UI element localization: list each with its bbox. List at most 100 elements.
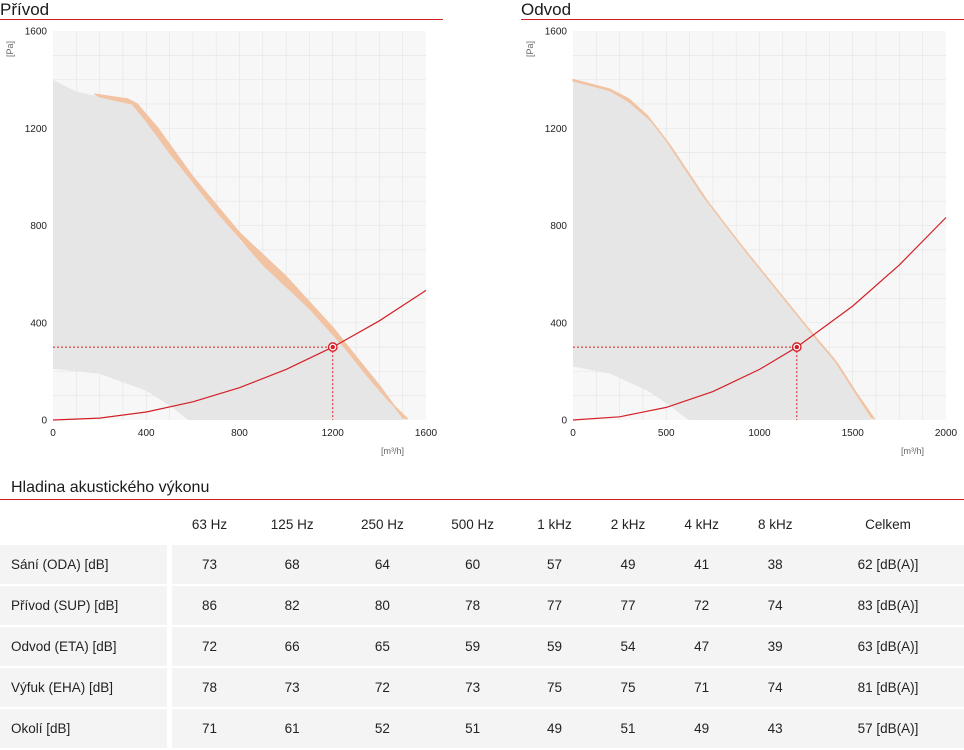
x-tick-label: 0 bbox=[50, 428, 56, 439]
x-axis-unit: [m³/h] bbox=[381, 446, 404, 456]
table-cell: 63 [dB(A)] bbox=[812, 627, 964, 666]
exhaust-chart: 0 500 1000 1500 2000 0 400 800 1200 1600 [Pa] [m³/h… bbox=[525, 27, 958, 457]
table-cell: 83 [dB(A)] bbox=[812, 586, 964, 625]
x-tick-label: 800 bbox=[231, 428, 248, 439]
x-tick-label: 500 bbox=[658, 428, 675, 439]
table-cell: 59 bbox=[517, 627, 592, 666]
table-cell: 74 bbox=[738, 586, 812, 625]
table-cell: 71 bbox=[664, 668, 739, 707]
y-tick-label: 1600 bbox=[545, 27, 568, 38]
row-label: Okolí [dB] bbox=[0, 709, 172, 748]
table-cell: 78 bbox=[172, 668, 248, 707]
column-header: 8 kHz bbox=[757, 516, 793, 532]
table-cell: 41 bbox=[664, 545, 739, 584]
exhaust-chart-title: Odvod bbox=[521, 0, 572, 19]
table-cell: 51 bbox=[427, 709, 518, 748]
table-cell: 64 bbox=[337, 545, 428, 584]
table-cell: 72 bbox=[172, 627, 248, 666]
table-cell: 47 bbox=[664, 627, 739, 666]
column-header: Celkem bbox=[865, 516, 911, 532]
table-cell: 60 bbox=[427, 545, 518, 584]
table-cell: 80 bbox=[337, 586, 428, 625]
y-tick-label: 0 bbox=[561, 416, 567, 427]
operating-area bbox=[573, 79, 872, 420]
fan-curve bbox=[572, 78, 875, 420]
table-cell: 65 bbox=[337, 627, 428, 666]
exhaust-title-rule bbox=[521, 19, 964, 20]
table-cell: 51 bbox=[591, 709, 665, 748]
table-corner bbox=[0, 505, 172, 543]
operating-point-dot bbox=[330, 344, 335, 350]
table-row: Okolí [dB] 71 61 52 51 49 51 49 43 57 [d… bbox=[0, 709, 964, 748]
y-tick-label: 1200 bbox=[25, 124, 48, 135]
x-tick-label: 1200 bbox=[322, 428, 345, 439]
table-cell: 77 bbox=[591, 586, 665, 625]
y-axis-unit: [Pa] bbox=[525, 41, 535, 57]
table-cell: 78 bbox=[427, 586, 518, 625]
table-cell: 86 bbox=[172, 586, 248, 625]
y-tick-label: 0 bbox=[41, 416, 47, 427]
y-tick-label: 800 bbox=[30, 221, 47, 232]
table-cell: 73 bbox=[427, 668, 518, 707]
x-tick-label: 400 bbox=[138, 428, 155, 439]
table-cell: 77 bbox=[517, 586, 592, 625]
y-tick-label: 400 bbox=[30, 318, 47, 329]
table-cell: 75 bbox=[591, 668, 665, 707]
table-cell: 49 bbox=[664, 709, 739, 748]
table-cell: 57 bbox=[517, 545, 592, 584]
row-label: Výfuk (EHA) [dB] bbox=[0, 668, 172, 707]
table-cell: 59 bbox=[427, 627, 518, 666]
table-cell: 49 bbox=[591, 545, 665, 584]
system-curve bbox=[52, 289, 427, 421]
table-cell: 71 bbox=[172, 709, 248, 748]
table-cell: 38 bbox=[738, 545, 812, 584]
system-curve bbox=[572, 217, 947, 421]
table-cell: 73 bbox=[247, 668, 338, 707]
table-row: Odvod (ETA) [dB] 72 66 65 59 59 54 47 39… bbox=[0, 627, 964, 666]
fan-curve bbox=[94, 93, 409, 420]
sound-table-title: Hladina akustického výkonu bbox=[11, 479, 210, 496]
y-tick-label: 800 bbox=[550, 221, 567, 232]
table-cell: 54 bbox=[591, 627, 665, 666]
column-header: 4 kHz bbox=[684, 516, 719, 532]
table-cell: 61 bbox=[247, 709, 338, 748]
y-tick-label: 1200 bbox=[545, 124, 568, 135]
table-cell: 75 bbox=[517, 668, 592, 707]
table-cell: 39 bbox=[738, 627, 812, 666]
sound-power-table: 63 Hz 125 Hz 250 Hz 500 Hz 1 kHz 2 kHz 4… bbox=[0, 503, 964, 750]
table-cell: 43 bbox=[738, 709, 812, 748]
table-cell: 82 bbox=[247, 586, 338, 625]
x-axis-unit: [m³/h] bbox=[901, 446, 924, 456]
column-header: 63 Hz bbox=[191, 516, 228, 532]
row-label: Sání (ODA) [dB] bbox=[0, 545, 172, 584]
table-cell: 52 bbox=[337, 709, 428, 748]
table-cell: 74 bbox=[738, 668, 812, 707]
x-tick-label: 1000 bbox=[748, 428, 771, 439]
x-tick-label: 0 bbox=[570, 428, 576, 439]
supply-chart-title: Přívod bbox=[0, 0, 50, 19]
supply-title-rule bbox=[0, 19, 443, 20]
table-cell: 66 bbox=[247, 627, 338, 666]
column-header: 500 Hz bbox=[451, 516, 494, 532]
x-tick-label: 2000 bbox=[935, 428, 958, 439]
table-header-row: 63 Hz 125 Hz 250 Hz 500 Hz 1 kHz 2 kHz 4… bbox=[0, 505, 964, 543]
table-cell: 72 bbox=[664, 586, 739, 625]
column-header: 2 kHz bbox=[610, 516, 646, 532]
table-cell: 57 [dB(A)] bbox=[812, 709, 964, 748]
table-row: Výfuk (EHA) [dB] 78 73 72 73 75 75 71 74… bbox=[0, 668, 964, 707]
column-header: 250 Hz bbox=[361, 516, 404, 532]
y-axis-unit: [Pa] bbox=[5, 41, 15, 57]
operating-area bbox=[53, 79, 405, 420]
table-cell: 68 bbox=[247, 545, 338, 584]
table-cell: 62 [dB(A)] bbox=[812, 545, 964, 584]
x-tick-label: 1500 bbox=[842, 428, 865, 439]
table-cell: 72 bbox=[337, 668, 428, 707]
operating-point-dot bbox=[794, 344, 799, 350]
table-cell: 49 bbox=[517, 709, 592, 748]
table-cell: 73 bbox=[172, 545, 248, 584]
y-tick-label: 400 bbox=[550, 318, 567, 329]
table-row: Přívod (SUP) [dB] 86 82 80 78 77 77 72 7… bbox=[0, 586, 964, 625]
row-label: Odvod (ETA) [dB] bbox=[0, 627, 172, 666]
table-cell: 81 [dB(A)] bbox=[812, 668, 964, 707]
supply-chart: 0 400 800 1200 1600 0 400 800 1200 1600 [Pa] [m³/h] bbox=[5, 27, 438, 457]
